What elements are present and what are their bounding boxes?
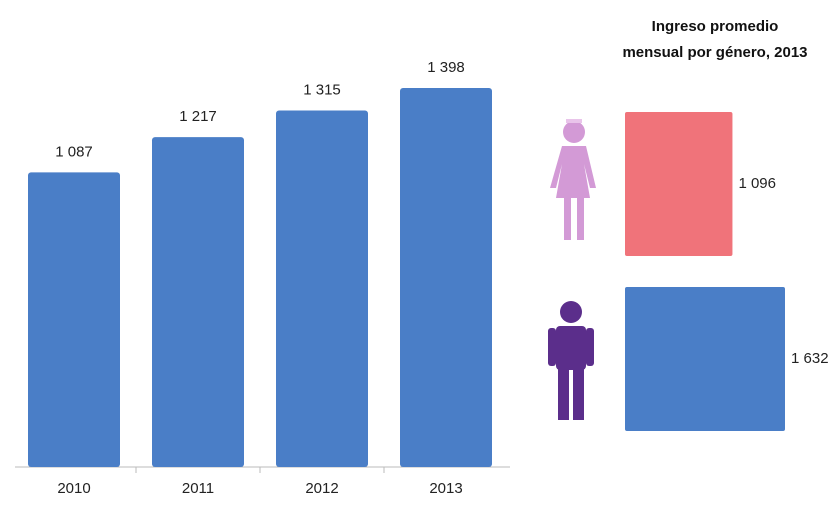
bar <box>625 287 785 431</box>
value-label: 1 315 <box>303 81 341 98</box>
female-icon <box>550 119 596 240</box>
x-tick-label: 2012 <box>305 480 338 497</box>
male-icon <box>548 301 594 420</box>
x-tick-label: 2013 <box>429 480 462 497</box>
value-label: 1 398 <box>427 59 465 76</box>
bar <box>625 112 733 256</box>
x-tick-label: 2010 <box>57 480 90 497</box>
value-label: 1 217 <box>179 108 217 125</box>
x-tick-label: 2011 <box>182 480 214 497</box>
value-label: 1 096 <box>738 175 776 192</box>
chart-title: Ingreso promedio mensual por género, 201… <box>622 18 808 61</box>
bar <box>152 137 244 467</box>
bar <box>276 110 368 467</box>
value-label: 1 632 <box>791 350 829 367</box>
value-label: 1 087 <box>55 143 93 160</box>
bar <box>400 88 492 467</box>
bar <box>28 172 120 467</box>
